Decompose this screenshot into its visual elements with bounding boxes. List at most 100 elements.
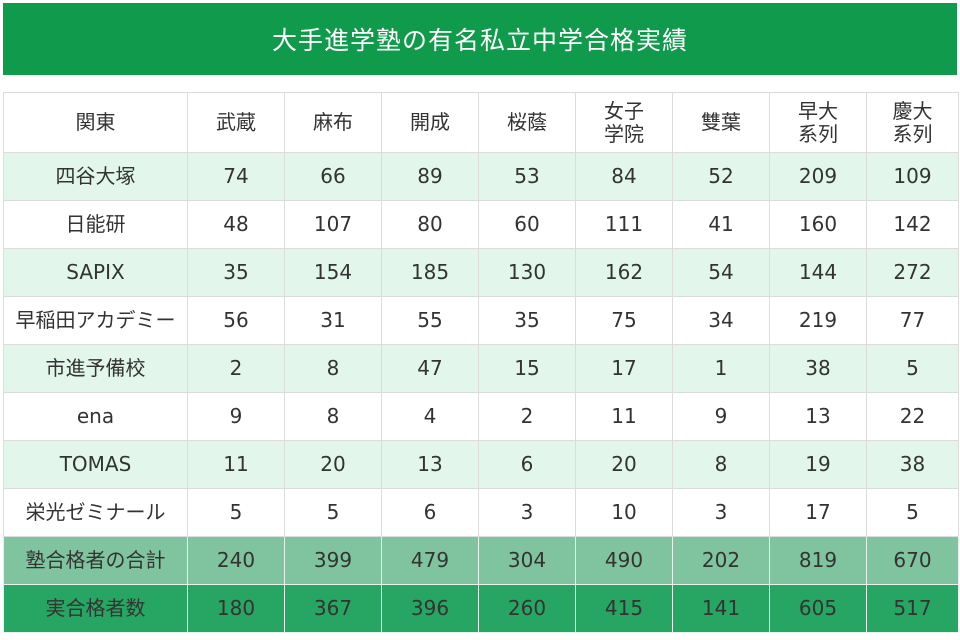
cell-value: 55 xyxy=(381,296,479,345)
cell-value: 6 xyxy=(478,440,576,489)
cell-value: 80 xyxy=(381,200,479,249)
cell-value: 47 xyxy=(381,344,479,393)
cell-value: 60 xyxy=(478,200,576,249)
cell-value: 75 xyxy=(575,296,673,345)
cell-value: 52 xyxy=(672,152,770,201)
cell-value: 8 xyxy=(672,440,770,489)
cell-value: 240 xyxy=(187,536,285,585)
region-header: 関東 xyxy=(3,92,188,153)
cell-value: 20 xyxy=(284,440,382,489)
cell-value: 4 xyxy=(381,392,479,441)
cell-value: 8 xyxy=(284,392,382,441)
row-label: 実合格者数 xyxy=(3,584,188,633)
cell-value: 399 xyxy=(284,536,382,585)
cell-value: 34 xyxy=(672,296,770,345)
cell-value: 66 xyxy=(284,152,382,201)
row-label: 市進予備校 xyxy=(3,344,188,393)
cell-value: 111 xyxy=(575,200,673,249)
cell-value: 396 xyxy=(381,584,479,633)
cell-value: 219 xyxy=(769,296,867,345)
cell-value: 109 xyxy=(866,152,959,201)
cell-value: 415 xyxy=(575,584,673,633)
cell-value: 41 xyxy=(672,200,770,249)
row-label: SAPIX xyxy=(3,248,188,297)
school-header: 慶大 系列 xyxy=(866,92,959,153)
cell-value: 6 xyxy=(381,488,479,537)
cell-value: 11 xyxy=(187,440,285,489)
table-row: SAPIX 35 154 185 130 162 54 144 272 xyxy=(3,248,959,297)
cell-value: 17 xyxy=(769,488,867,537)
cell-value: 9 xyxy=(672,392,770,441)
table-row: 日能研 48 107 80 60 111 41 160 142 xyxy=(3,200,959,249)
table-row: 栄光ゼミナール 5 5 6 3 10 3 17 5 xyxy=(3,488,959,537)
cell-value: 141 xyxy=(672,584,770,633)
cell-value: 77 xyxy=(866,296,959,345)
cell-value: 31 xyxy=(284,296,382,345)
cell-value: 154 xyxy=(284,248,382,297)
cell-value: 367 xyxy=(284,584,382,633)
cell-value: 5 xyxy=(866,488,959,537)
cell-value: 13 xyxy=(381,440,479,489)
cell-value: 9 xyxy=(187,392,285,441)
cell-value: 35 xyxy=(478,296,576,345)
cell-value: 20 xyxy=(575,440,673,489)
cell-value: 56 xyxy=(187,296,285,345)
school-header: 桜蔭 xyxy=(478,92,576,153)
cell-value: 209 xyxy=(769,152,867,201)
actual-row: 実合格者数 180 367 396 260 415 141 605 517 xyxy=(3,584,959,633)
row-label: 四谷大塚 xyxy=(3,152,188,201)
cell-value: 819 xyxy=(769,536,867,585)
cell-value: 53 xyxy=(478,152,576,201)
cell-value: 490 xyxy=(575,536,673,585)
row-label: 早稲田アカデミー xyxy=(3,296,188,345)
school-header: 女子 学院 xyxy=(575,92,673,153)
cell-value: 517 xyxy=(866,584,959,633)
cell-value: 38 xyxy=(769,344,867,393)
cell-value: 5 xyxy=(187,488,285,537)
cell-value: 479 xyxy=(381,536,479,585)
cell-value: 272 xyxy=(866,248,959,297)
header-row: 関東 武蔵 麻布 開成 桜蔭 女子 学院 雙葉 早大 系列 慶大 系列 xyxy=(3,92,959,153)
row-label: 日能研 xyxy=(3,200,188,249)
cell-value: 144 xyxy=(769,248,867,297)
cell-value: 142 xyxy=(866,200,959,249)
table-row: 市進予備校 2 8 47 15 17 1 38 5 xyxy=(3,344,959,393)
cell-value: 74 xyxy=(187,152,285,201)
cell-value: 19 xyxy=(769,440,867,489)
cell-value: 22 xyxy=(866,392,959,441)
table-row: TOMAS 11 20 13 6 20 8 19 38 xyxy=(3,440,959,489)
cell-value: 11 xyxy=(575,392,673,441)
cell-value: 162 xyxy=(575,248,673,297)
page-title: 大手進学塾の有名私立中学合格実績 xyxy=(3,3,957,75)
cell-value: 260 xyxy=(478,584,576,633)
table-row: ena 9 8 4 2 11 9 13 22 xyxy=(3,392,959,441)
cell-value: 202 xyxy=(672,536,770,585)
school-header: 雙葉 xyxy=(672,92,770,153)
row-label: 塾合格者の合計 xyxy=(3,536,188,585)
total-row: 塾合格者の合計 240 399 479 304 490 202 819 670 xyxy=(3,536,959,585)
cell-value: 185 xyxy=(381,248,479,297)
cell-value: 89 xyxy=(381,152,479,201)
cell-value: 180 xyxy=(187,584,285,633)
table-row: 四谷大塚 74 66 89 53 84 52 209 109 xyxy=(3,152,959,201)
school-header: 武蔵 xyxy=(187,92,285,153)
school-header: 開成 xyxy=(381,92,479,153)
cell-value: 84 xyxy=(575,152,673,201)
cell-value: 5 xyxy=(284,488,382,537)
cell-value: 3 xyxy=(672,488,770,537)
cell-value: 15 xyxy=(478,344,576,393)
cell-value: 107 xyxy=(284,200,382,249)
cell-value: 5 xyxy=(866,344,959,393)
cell-value: 48 xyxy=(187,200,285,249)
row-label: ena xyxy=(3,392,188,441)
cell-value: 605 xyxy=(769,584,867,633)
cell-value: 160 xyxy=(769,200,867,249)
cell-value: 130 xyxy=(478,248,576,297)
cell-value: 38 xyxy=(866,440,959,489)
cell-value: 2 xyxy=(187,344,285,393)
row-label: 栄光ゼミナール xyxy=(3,488,188,537)
school-header: 早大 系列 xyxy=(769,92,867,153)
cell-value: 1 xyxy=(672,344,770,393)
school-header: 麻布 xyxy=(284,92,382,153)
cell-value: 670 xyxy=(866,536,959,585)
